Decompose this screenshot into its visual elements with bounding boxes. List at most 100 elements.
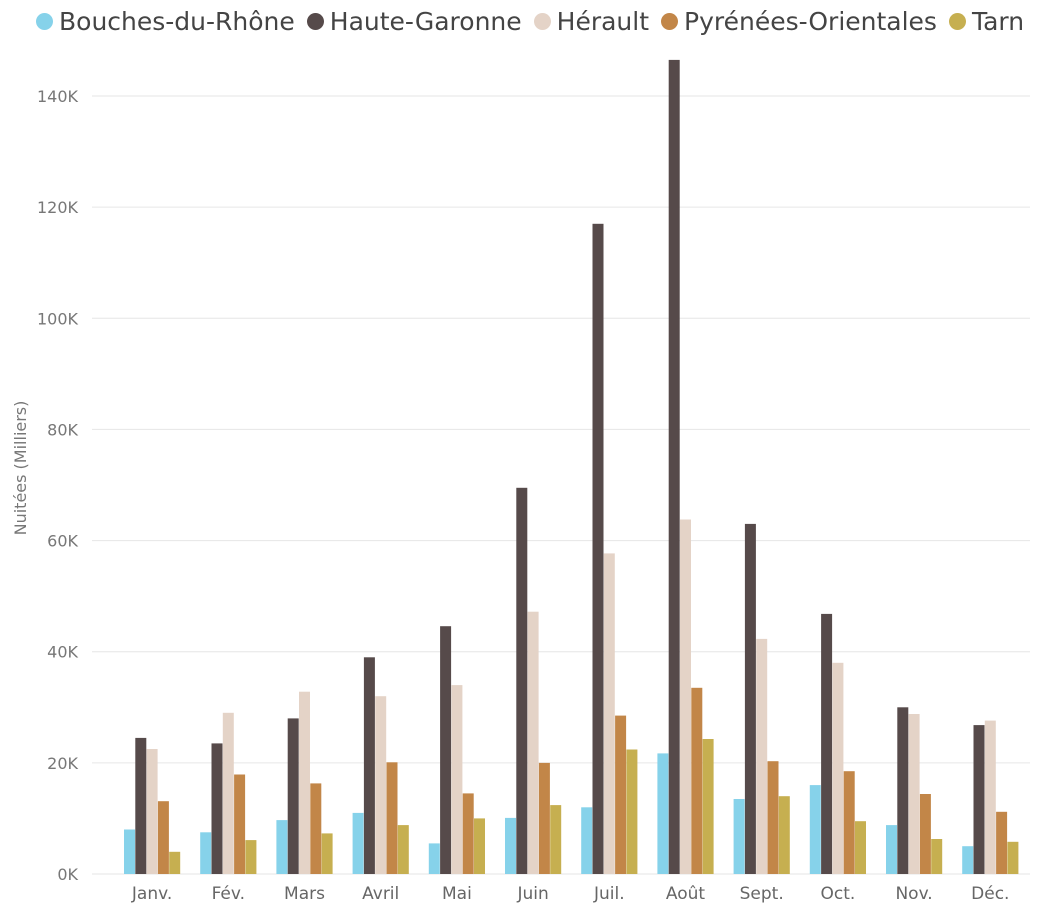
bar-pyr-n-es-orientales-2[interactable] (310, 783, 322, 874)
x-tick-label: Avril (362, 884, 399, 903)
y-tick-label: 80K (47, 420, 78, 439)
bar-haute-garonne-6[interactable] (592, 223, 604, 875)
bar-haute-garonne-3[interactable] (363, 657, 375, 874)
x-tick-label: Août (666, 884, 706, 903)
bar-tarn-0[interactable] (169, 851, 181, 874)
bar-h-rault-3[interactable] (375, 696, 387, 874)
x-tick-label: Juil. (593, 884, 625, 903)
bar-pyr-n-es-orientales-4[interactable] (462, 793, 474, 874)
y-axis-title: Nuitées (Milliers) (11, 401, 30, 536)
bar-bouches-du-rh-ne-7[interactable] (657, 753, 669, 874)
bar-haute-garonne-9[interactable] (821, 613, 833, 874)
x-tick-label: Fév. (212, 884, 245, 903)
gridlines (92, 95, 1030, 875)
bar-pyr-n-es-orientales-3[interactable] (386, 762, 398, 874)
bar-haute-garonne-4[interactable] (440, 626, 452, 874)
bar-h-rault-0[interactable] (146, 749, 158, 874)
bar-pyr-n-es-orientales-9[interactable] (843, 771, 855, 874)
bar-bouches-du-rh-ne-0[interactable] (124, 829, 135, 875)
legend-label: Hérault (556, 6, 650, 36)
legend-label: Haute-Garonne (329, 6, 522, 36)
bar-pyr-n-es-orientales-8[interactable] (767, 761, 779, 874)
bar-tarn-11[interactable] (1007, 841, 1019, 874)
bar-pyr-n-es-orientales-0[interactable] (157, 801, 169, 874)
bar-h-rault-6[interactable] (603, 553, 615, 874)
bar-bouches-du-rh-ne-5[interactable] (505, 817, 516, 874)
bar-bouches-du-rh-ne-2[interactable] (276, 820, 288, 874)
bar-bouches-du-rh-ne-9[interactable] (809, 785, 821, 874)
x-tick-label: Mai (442, 884, 472, 903)
bar-tarn-3[interactable] (397, 825, 409, 874)
y-axis-ticks: 0K 20K 40K 60K 80K 100K 120K 140K (37, 87, 79, 884)
bars (124, 59, 1019, 875)
bar-haute-garonne-2[interactable] (287, 718, 299, 874)
legend-item[interactable]: Haute-Garonne (306, 6, 522, 36)
bar-h-rault-11[interactable] (984, 720, 996, 874)
legend-label: Pyrénées-Orientales (684, 6, 937, 36)
bar-tarn-6[interactable] (626, 749, 638, 875)
bar-bouches-du-rh-ne-6[interactable] (581, 807, 593, 874)
bar-pyr-n-es-orientales-10[interactable] (919, 794, 931, 874)
y-tick-label: 60K (47, 532, 78, 551)
bar-bouches-du-rh-ne-8[interactable] (733, 799, 745, 874)
bar-bouches-du-rh-ne-3[interactable] (352, 812, 364, 874)
bar-tarn-9[interactable] (855, 821, 866, 874)
legend-marker (661, 12, 679, 30)
bar-h-rault-1[interactable] (222, 712, 234, 874)
legend-label: Tarn (971, 6, 1025, 36)
bar-pyr-n-es-orientales-6[interactable] (615, 715, 627, 874)
legend-item[interactable]: Bouches-du-Rhône (36, 7, 295, 36)
bar-tarn-1[interactable] (245, 840, 257, 874)
legend-marker (533, 12, 551, 30)
bar-bouches-du-rh-ne-1[interactable] (200, 832, 212, 874)
legend-item[interactable]: Pyrénées-Orientales (661, 7, 937, 36)
x-tick-label: Oct. (821, 884, 856, 903)
bar-haute-garonne-11[interactable] (973, 725, 985, 874)
bar-haute-garonne-8[interactable] (744, 523, 756, 874)
x-tick-label: Juin (516, 884, 548, 903)
bar-tarn-4[interactable] (474, 818, 485, 874)
legend-item[interactable]: Tarn (948, 6, 1025, 36)
bar-h-rault-2[interactable] (299, 691, 310, 874)
bar-tarn-10[interactable] (931, 839, 943, 874)
legend-marker (948, 12, 966, 30)
x-tick-label: Déc. (971, 884, 1009, 903)
y-tick-label: 40K (47, 643, 78, 662)
bar-bouches-du-rh-ne-10[interactable] (886, 825, 897, 874)
y-tick-label: 20K (47, 754, 78, 773)
bar-bouches-du-rh-ne-4[interactable] (428, 843, 440, 874)
bar-h-rault-9[interactable] (832, 662, 844, 874)
bar-h-rault-5[interactable] (527, 611, 539, 874)
bar-haute-garonne-0[interactable] (135, 737, 147, 874)
x-axis-ticks: Janv. Fév. Mars Avril Mai Juin Juil. Août Sept. O… (131, 884, 1010, 903)
y-tick-label: 120K (37, 198, 79, 217)
bar-haute-garonne-1[interactable] (211, 743, 223, 874)
bar-h-rault-4[interactable] (451, 685, 463, 874)
x-tick-label: Sept. (740, 884, 784, 903)
x-tick-label: Mars (284, 884, 325, 903)
legend-item[interactable]: Hérault (533, 6, 650, 36)
bar-pyr-n-es-orientales-11[interactable] (996, 811, 1008, 874)
bar-h-rault-7[interactable] (680, 519, 691, 875)
x-tick-label: Janv. (131, 884, 172, 903)
bar-tarn-2[interactable] (321, 833, 333, 874)
x-tick-label: Nov. (895, 884, 932, 903)
bar-bouches-du-rh-ne-11[interactable] (962, 846, 974, 874)
legend-marker (36, 12, 53, 30)
bar-tarn-7[interactable] (702, 739, 714, 874)
y-tick-label: 0K (57, 865, 78, 884)
bar-pyr-n-es-orientales-7[interactable] (691, 687, 703, 874)
legend: Bouches-du-Rhône Haute-Garonne Hérault Pyré… (36, 4, 1036, 38)
bar-pyr-n-es-orientales-5[interactable] (538, 762, 550, 874)
bar-haute-garonne-5[interactable] (516, 487, 528, 874)
bar-tarn-5[interactable] (550, 805, 562, 874)
bar-h-rault-8[interactable] (756, 638, 768, 874)
bar-haute-garonne-10[interactable] (897, 707, 909, 874)
bar-tarn-8[interactable] (778, 796, 790, 874)
bar-pyr-n-es-orientales-1[interactable] (234, 774, 246, 875)
y-tick-label: 140K (37, 87, 79, 106)
legend-marker (306, 12, 324, 30)
bar-h-rault-10[interactable] (908, 714, 920, 874)
bar-haute-garonne-7[interactable] (668, 59, 680, 874)
